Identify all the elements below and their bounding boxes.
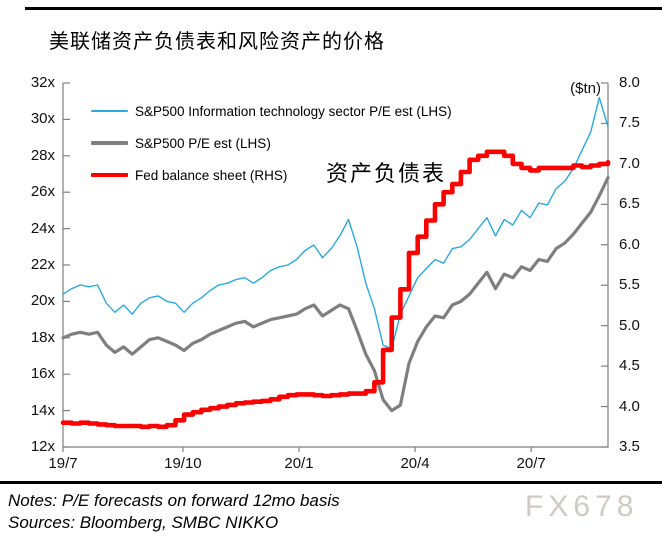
legend-line-swatch-blue <box>91 110 128 112</box>
series-line-1 <box>61 176 610 413</box>
y-axis-label-right: 4.0 <box>619 397 640 415</box>
legend-line-swatch-red <box>91 172 128 178</box>
y-axis-label-right: 7.0 <box>619 154 640 172</box>
x-axis-label: 19/7 <box>48 455 78 472</box>
legend-item-sp500-pe: S&P500 P/E est (LHS) <box>91 127 452 159</box>
sources-line: Sources: Bloomberg, SMBC NIKKO <box>8 513 279 532</box>
series-line-2 <box>60 149 611 430</box>
legend-label: S&P500 P/E est (LHS) <box>135 135 271 151</box>
y-axis-label-right: 6.5 <box>619 195 640 213</box>
y-axis-label-left: 14x <box>30 401 55 419</box>
legend: S&P500 Information technology sector P/E… <box>91 95 452 191</box>
y-axis-label-right: 5.5 <box>619 276 640 294</box>
notes-line: Notes: P/E forecasts on forward 12mo bas… <box>8 491 340 510</box>
y-axis-label-right: 8.0 <box>619 74 640 91</box>
y-axis-label-right: 5.0 <box>619 316 640 334</box>
y-axis-label-left: 32x <box>30 74 55 91</box>
legend-item-fed-balance-sheet: Fed balance sheet (RHS) <box>91 159 452 191</box>
y-axis-label-left: 12x <box>30 438 55 455</box>
y-axis-label-left: 28x <box>30 146 55 164</box>
y-axis-label-right: 6.0 <box>619 235 640 253</box>
right-axis-unit-label: ($tn) <box>570 80 601 97</box>
y-axis-label-left: 24x <box>30 219 55 237</box>
y-axis-label-left: 20x <box>30 292 55 310</box>
y-axis-label-left: 18x <box>30 328 55 346</box>
x-axis-label: 20/4 <box>400 455 430 472</box>
top-rule <box>25 7 662 10</box>
balance-sheet-annotation: 资产负债表 <box>326 161 447 186</box>
x-axis-label: 19/10 <box>164 455 202 472</box>
page-title: 美联储资产负债表和风险资产的价格 <box>49 31 385 53</box>
x-axis-label: 20/1 <box>284 455 314 472</box>
y-axis-label-right: 4.5 <box>619 357 640 375</box>
y-axis-label-left: 16x <box>30 365 55 383</box>
bottom-rule <box>0 481 662 484</box>
legend-item-it-sector-pe: S&P500 Information technology sector P/E… <box>91 95 452 127</box>
watermark-fx678: FX678 <box>525 490 639 523</box>
y-axis-label-left: 22x <box>30 256 55 273</box>
legend-line-swatch-gray <box>91 141 128 145</box>
legend-label: Fed balance sheet (RHS) <box>135 167 288 183</box>
series-line-0 <box>62 96 609 350</box>
y-axis-label-right: 3.5 <box>619 438 640 455</box>
y-axis-label-left: 30x <box>30 110 55 128</box>
y-axis-label-left: 26x <box>30 183 55 201</box>
x-axis-label: 20/7 <box>516 455 546 472</box>
y-axis-label-right: 7.5 <box>619 114 640 132</box>
legend-label: S&P500 Information technology sector P/E… <box>135 103 452 119</box>
